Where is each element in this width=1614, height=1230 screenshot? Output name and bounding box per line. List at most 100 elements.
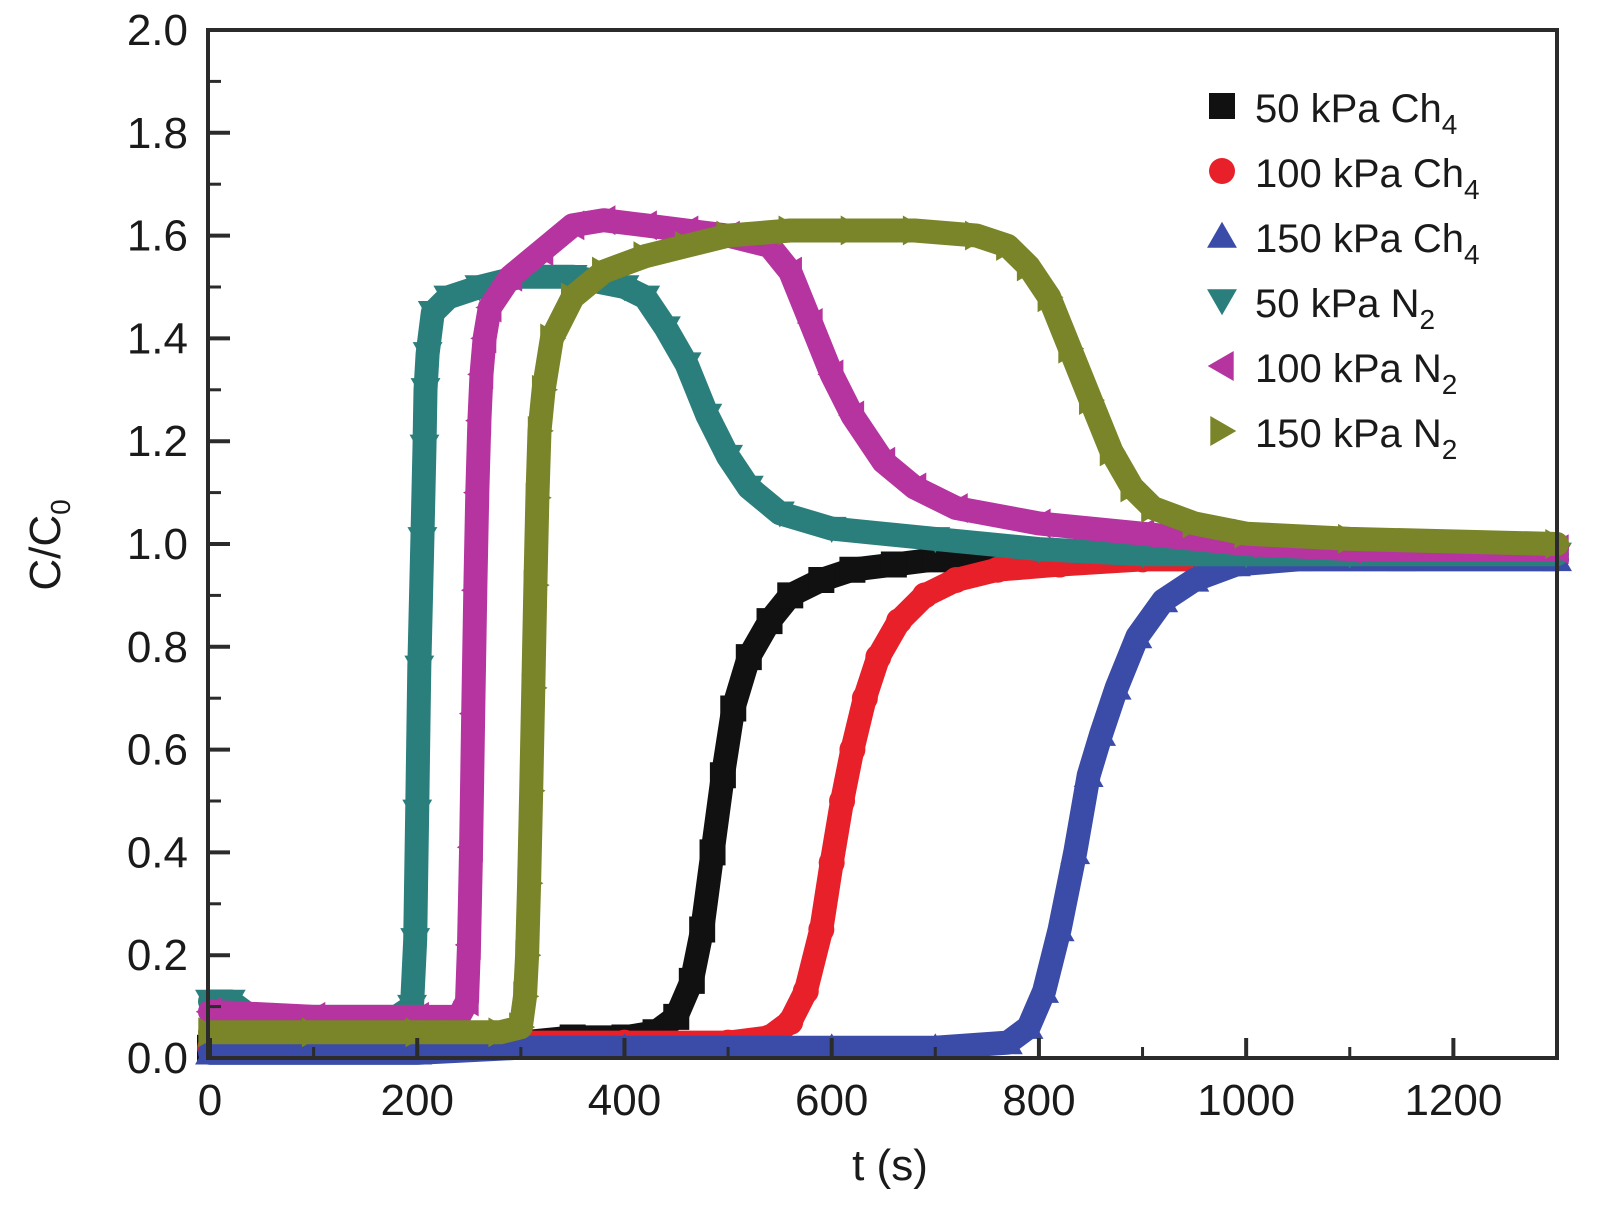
data-point (452, 986, 479, 1017)
data-point (412, 342, 443, 369)
data-point (402, 799, 433, 826)
data-point (592, 256, 619, 287)
data-point (558, 210, 585, 241)
data-point (992, 1028, 1023, 1055)
data-point (458, 698, 485, 729)
data-point (777, 582, 804, 609)
data-point (838, 400, 865, 431)
x-tick-label: 800 (1002, 1076, 1075, 1125)
data-point (984, 556, 1011, 583)
data-point (775, 256, 802, 287)
data-point (920, 527, 951, 554)
legend-marker (1209, 158, 1235, 184)
data-point (808, 916, 835, 943)
data-point (965, 220, 992, 251)
plot-frame (206, 28, 1559, 1060)
data-point (301, 1017, 328, 1048)
data-point (689, 916, 716, 943)
y-tick-label: 2.0 (127, 6, 188, 55)
data-point (808, 566, 835, 593)
y-axis-title: C/C0 (21, 499, 76, 590)
data-point (996, 230, 1023, 261)
data-point (1128, 518, 1155, 549)
y-tick-label: 1.6 (127, 212, 188, 261)
data-point (829, 788, 856, 814)
data-point (911, 582, 938, 609)
data-point (692, 403, 723, 430)
x-tick-label: 0 (198, 1076, 222, 1125)
data-point (1122, 622, 1153, 649)
data-point (409, 434, 440, 461)
data-point (1079, 385, 1106, 416)
data-point (709, 762, 736, 789)
y-tick-label: 0.6 (127, 726, 188, 775)
axis-ticks (208, 28, 1456, 1060)
data-point (560, 282, 587, 313)
data-point (900, 472, 927, 503)
data-point (400, 928, 431, 955)
data-point (663, 1003, 690, 1030)
data-point (818, 849, 845, 876)
data-point (633, 241, 660, 272)
data-point (796, 308, 823, 338)
data-point (1101, 673, 1132, 700)
y-tick-label: 0.2 (127, 931, 188, 980)
data-point (650, 316, 681, 343)
legend-label: 100 kPa N2 (1255, 347, 1457, 400)
y-tick-label: 0.0 (127, 1034, 188, 1083)
data-point (515, 940, 542, 971)
data-point (417, 301, 448, 327)
legend-marker (1209, 93, 1235, 119)
legend-label: 100 kPa Ch4 (1255, 152, 1480, 205)
data-point (609, 275, 640, 302)
data-point (880, 551, 907, 578)
data-point (1060, 838, 1091, 865)
data-point (886, 608, 913, 635)
data-point (405, 1017, 432, 1048)
data-point (465, 405, 492, 436)
data-point (527, 236, 554, 266)
data-point (521, 672, 548, 703)
data-point (713, 444, 744, 471)
data-point (589, 205, 616, 236)
data-point (488, 1017, 515, 1048)
data-point (1120, 472, 1147, 503)
data-point (943, 566, 970, 593)
x-tick-label: 600 (795, 1076, 868, 1125)
data-point (630, 210, 657, 241)
data-point (792, 978, 819, 1005)
legend: 50 kPa Ch4 100 kPa Ch4 150 kPa Ch4 50 kPa N… (1207, 87, 1480, 465)
data-point (433, 285, 464, 312)
legend-marker (1207, 351, 1234, 381)
data-point (1338, 523, 1365, 554)
data-point (865, 644, 892, 671)
data-point (777, 1009, 804, 1036)
data-point (454, 929, 481, 960)
y-axis-title-sub: 0 (45, 499, 76, 515)
legend-marker (1207, 289, 1237, 316)
data-point (630, 285, 661, 312)
data-point (1234, 518, 1261, 549)
data-point (404, 655, 435, 682)
data-point (671, 352, 702, 379)
data-point (557, 265, 588, 292)
data-point (699, 839, 726, 866)
data-point (509, 1012, 536, 1043)
data-point (1127, 542, 1158, 569)
y-tick-label: 0.4 (127, 828, 188, 877)
series-line (198, 542, 1010, 1060)
data-point (475, 292, 502, 323)
legend-label: 150 kPa N2 (1255, 412, 1457, 465)
data-point (1044, 915, 1075, 942)
data-point (756, 608, 783, 635)
data-point (1013, 1012, 1044, 1039)
data-point (941, 493, 968, 523)
x-tick-label: 1200 (1404, 1076, 1502, 1125)
data-point (1024, 508, 1051, 539)
data-point (1086, 719, 1117, 746)
data-point (505, 1033, 536, 1060)
y-tick-label: 1.0 (127, 520, 188, 569)
series-line (198, 208, 1569, 1029)
data-point (674, 230, 701, 261)
